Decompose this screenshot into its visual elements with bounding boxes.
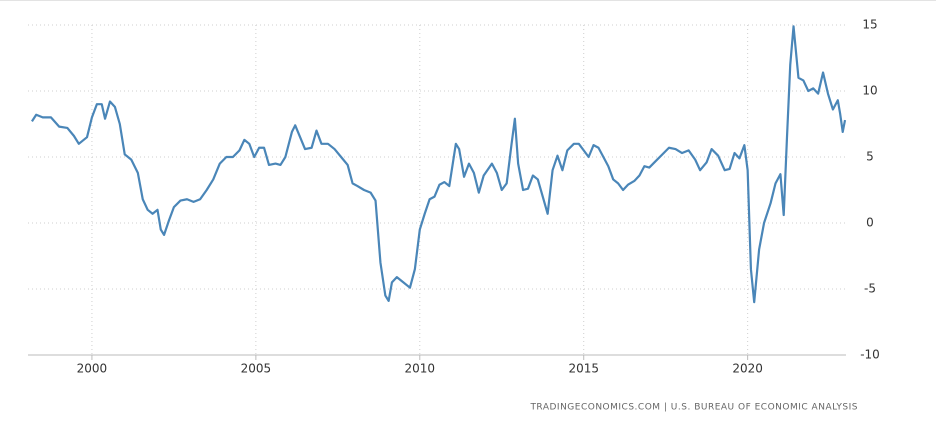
x-tick-label: 2000 <box>77 362 108 376</box>
x-tick-label: 2020 <box>732 362 763 376</box>
source: TRADINGECONOMICS.COM | U.S. BUREAU OF EC… <box>529 403 858 413</box>
y-tick-label: -10 <box>860 348 880 362</box>
y-tick-label: 0 <box>866 216 874 230</box>
y-tick-label: -5 <box>864 282 876 296</box>
y-tick-label: 5 <box>866 150 874 164</box>
x-tick-label: 2010 <box>405 362 436 376</box>
y-tick-label: 10 <box>862 84 877 98</box>
x-tick-label: 2005 <box>241 362 272 376</box>
line <box>31 25 847 304</box>
y-tick-label: 15 <box>862 18 877 32</box>
x-tick-label: 2015 <box>568 362 599 376</box>
